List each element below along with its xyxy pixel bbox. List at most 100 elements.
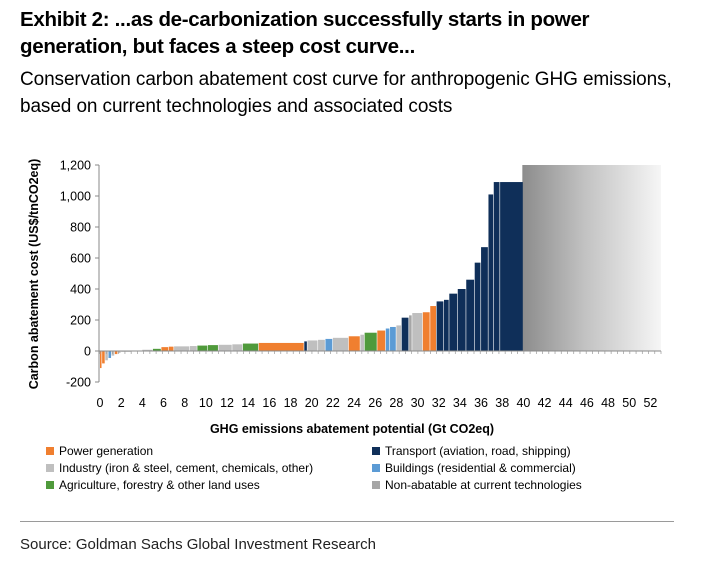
x-tick-label: 2 bbox=[118, 396, 125, 410]
source-note: Source: Goldman Sachs Global Investment … bbox=[20, 536, 377, 553]
bar-buildings-24 bbox=[325, 338, 333, 351]
bar-industry-2 bbox=[105, 351, 108, 361]
exhibit-title: Exhibit 2: ...as de-carbonization succes… bbox=[20, 8, 590, 58]
bar-industry-17 bbox=[218, 344, 232, 351]
divider bbox=[20, 521, 674, 522]
bar-power-37 bbox=[430, 306, 436, 351]
x-tick-label: 8 bbox=[181, 396, 188, 410]
bar-transport-41 bbox=[457, 289, 466, 351]
bar-buildings-30 bbox=[385, 328, 390, 351]
bar-power-5 bbox=[114, 351, 118, 355]
bar-buildings-31 bbox=[390, 326, 396, 351]
y-tick-label: 600 bbox=[70, 252, 91, 266]
bar-transport-42 bbox=[466, 279, 475, 351]
bar-industry-4 bbox=[111, 351, 115, 356]
y-tick-label: 400 bbox=[70, 283, 91, 297]
y-axis-label: Carbon abatement cost (US$/tnCO2eq) bbox=[27, 159, 41, 390]
bars-group bbox=[100, 165, 661, 369]
y-tick-label: 200 bbox=[70, 314, 91, 328]
bar-transport-45 bbox=[488, 194, 494, 351]
bar-agriculture-15 bbox=[197, 345, 208, 351]
bar-industry-35 bbox=[412, 313, 423, 351]
x-tick-label: 20 bbox=[305, 396, 319, 410]
x-tick-label: 10 bbox=[199, 396, 213, 410]
bar-agriculture-28 bbox=[364, 332, 377, 351]
bar-transport-46 bbox=[493, 182, 500, 351]
bar-buildings-3 bbox=[108, 351, 112, 358]
x-tick-label: 52 bbox=[643, 396, 657, 410]
bar-transport-43 bbox=[474, 262, 481, 351]
x-tick-label: 16 bbox=[262, 396, 276, 410]
x-tick-label: 0 bbox=[97, 396, 104, 410]
bar-transport-47 bbox=[500, 182, 523, 351]
bar-nonabatable-34 bbox=[409, 315, 412, 351]
bar-industry-18 bbox=[232, 344, 243, 351]
x-tick-label: 38 bbox=[495, 396, 509, 410]
bar-transport-33 bbox=[401, 317, 409, 351]
legend-swatch bbox=[46, 481, 54, 489]
bar-industry-23 bbox=[318, 339, 325, 351]
bar-industry-22 bbox=[307, 340, 318, 351]
bar-power-12 bbox=[168, 346, 174, 351]
bar-industry-32 bbox=[396, 325, 402, 351]
bar-agriculture-10 bbox=[152, 348, 161, 351]
x-tick-label: 6 bbox=[160, 396, 167, 410]
y-tick-label: 1,000 bbox=[60, 190, 91, 204]
bar-power-20 bbox=[258, 342, 304, 351]
x-tick-label: 14 bbox=[241, 396, 255, 410]
bar-industry-6 bbox=[117, 351, 121, 353]
x-tick-label: 22 bbox=[326, 396, 340, 410]
x-tick-label: 34 bbox=[453, 396, 467, 410]
bar-power-0 bbox=[100, 351, 102, 369]
x-tick-label: 24 bbox=[347, 396, 361, 410]
bar-industry-25 bbox=[332, 337, 349, 351]
x-tick-label: 36 bbox=[474, 396, 488, 410]
x-tick-label: 26 bbox=[368, 396, 382, 410]
legend-swatch bbox=[372, 464, 380, 472]
bar-transport-44 bbox=[481, 247, 488, 351]
bar-power-36 bbox=[422, 312, 430, 351]
bar-power-26 bbox=[348, 336, 360, 351]
bar-agriculture-19 bbox=[242, 343, 259, 351]
y-tick-label: 1,200 bbox=[60, 159, 91, 173]
x-tick-label: 48 bbox=[601, 396, 615, 410]
bar-power-1 bbox=[102, 351, 105, 364]
legend-item-nonabatable: Non-abatable at current technologies bbox=[372, 478, 582, 492]
legend-label: Agriculture, forestry & other land uses bbox=[59, 478, 260, 492]
x-tick-label: 4 bbox=[139, 396, 146, 410]
x-tick-label: 32 bbox=[432, 396, 446, 410]
x-axis-label: GHG emissions abatement potential (Gt CO… bbox=[210, 422, 494, 436]
bar-agriculture-16 bbox=[207, 345, 218, 351]
legend-item-buildings: Buildings (residential & commercial) bbox=[372, 461, 576, 475]
legend-item-power: Power generation bbox=[46, 444, 153, 458]
x-tick-label: 18 bbox=[284, 396, 298, 410]
y-tick-label: 0 bbox=[84, 345, 91, 359]
legend-item-agriculture: Agriculture, forestry & other land uses bbox=[46, 478, 260, 492]
bar-industry-14 bbox=[189, 346, 197, 351]
legend-label: Power generation bbox=[59, 444, 154, 458]
bar-transport-21 bbox=[304, 341, 307, 351]
bar-industry-13 bbox=[174, 346, 190, 351]
legend-swatch bbox=[372, 481, 380, 489]
y-tick-label: 800 bbox=[70, 221, 91, 235]
legend-label: Buildings (residential & commercial) bbox=[385, 461, 576, 475]
legend-label: Non-abatable at current technologies bbox=[385, 478, 582, 492]
legend-swatch bbox=[46, 447, 54, 455]
nonabatable-region bbox=[522, 165, 661, 351]
x-tick-label: 46 bbox=[580, 396, 594, 410]
x-tick-label: 44 bbox=[559, 396, 573, 410]
legend-item-transport: Transport (aviation, road, shipping) bbox=[372, 444, 571, 458]
exhibit-subtitle: Conservation carbon abatement cost curve… bbox=[20, 69, 672, 117]
x-tick-label: 30 bbox=[411, 396, 425, 410]
legend-label: Industry (iron & steel, cement, chemical… bbox=[59, 461, 314, 475]
x-tick-label: 28 bbox=[389, 396, 403, 410]
bar-industry-27 bbox=[360, 334, 365, 351]
x-tick-label: 12 bbox=[220, 396, 234, 410]
legend-item-industry: Industry (iron & steel, cement, chemical… bbox=[46, 461, 313, 475]
bar-transport-40 bbox=[449, 293, 458, 351]
bar-transport-38 bbox=[436, 301, 444, 351]
x-tick-label: 40 bbox=[516, 396, 530, 410]
x-tick-label: 42 bbox=[538, 396, 552, 410]
